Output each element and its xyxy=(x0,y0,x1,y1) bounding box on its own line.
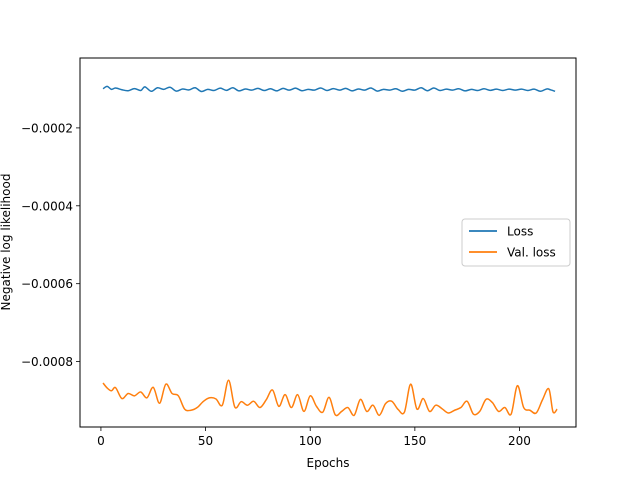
series-layer xyxy=(102,85,558,417)
legend-label-loss: Loss xyxy=(507,225,533,239)
plot-frame xyxy=(79,57,577,428)
series-line-val-loss xyxy=(102,379,558,417)
x-tick-label: 100 xyxy=(299,434,322,448)
y-axis: −0.0002 −0.0004 −0.0006 −0.0008 xyxy=(21,121,80,369)
series-line-loss xyxy=(102,85,556,93)
y-tick-label: −0.0002 xyxy=(21,121,73,135)
legend: Loss Val. loss xyxy=(461,218,571,267)
x-tick-label: 150 xyxy=(403,434,426,448)
legend-label-val-loss: Val. loss xyxy=(507,246,556,260)
y-tick-label: −0.0008 xyxy=(21,355,73,369)
x-axis: 0 50 100 150 200 xyxy=(97,427,531,448)
y-tick-label: −0.0006 xyxy=(21,277,73,291)
y-tick-label: −0.0004 xyxy=(21,199,73,213)
x-tick-label: 50 xyxy=(198,434,213,448)
x-tick-label: 0 xyxy=(97,434,105,448)
x-tick-label: 200 xyxy=(508,434,531,448)
y-axis-label: Negative log likelihood xyxy=(0,174,13,311)
x-axis-label: Epochs xyxy=(307,456,350,470)
